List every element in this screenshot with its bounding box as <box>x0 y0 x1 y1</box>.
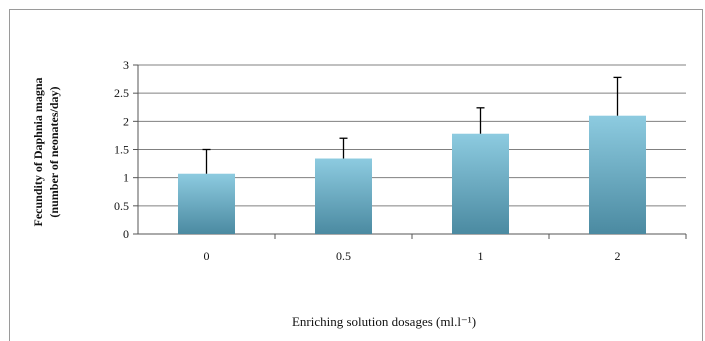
x-tick-label: 1 <box>478 249 484 263</box>
y-tick-label: 3 <box>123 58 129 72</box>
y-axis-label-line1: Fecundity of Daphnia magna <box>31 77 45 226</box>
y-tick-label: 1 <box>123 171 129 185</box>
tick-labels: 0 0.5 1 1.5 2 2.5 3 0 0.5 1 2 <box>114 58 621 263</box>
y-tick-label: 0.5 <box>114 199 129 213</box>
bars <box>178 76 646 234</box>
bar <box>452 133 509 234</box>
bar <box>178 173 235 234</box>
y-tick-label: 0 <box>123 227 129 241</box>
y-tick-label: 1.5 <box>114 143 129 157</box>
x-tick-label: 0.5 <box>336 249 351 263</box>
x-tick-label: 0 <box>204 249 210 263</box>
x-tick-label: 2 <box>615 249 621 263</box>
y-axis-label-line2: (number of neonates/day) <box>47 86 61 217</box>
bar <box>589 115 646 234</box>
chart-frame <box>9 9 703 341</box>
y-tick-label: 2 <box>123 114 129 128</box>
y-tick-label: 2.5 <box>114 86 129 100</box>
x-axis-label: Enriching solution dosages (ml.l⁻¹) <box>292 314 476 329</box>
bar <box>315 158 372 234</box>
